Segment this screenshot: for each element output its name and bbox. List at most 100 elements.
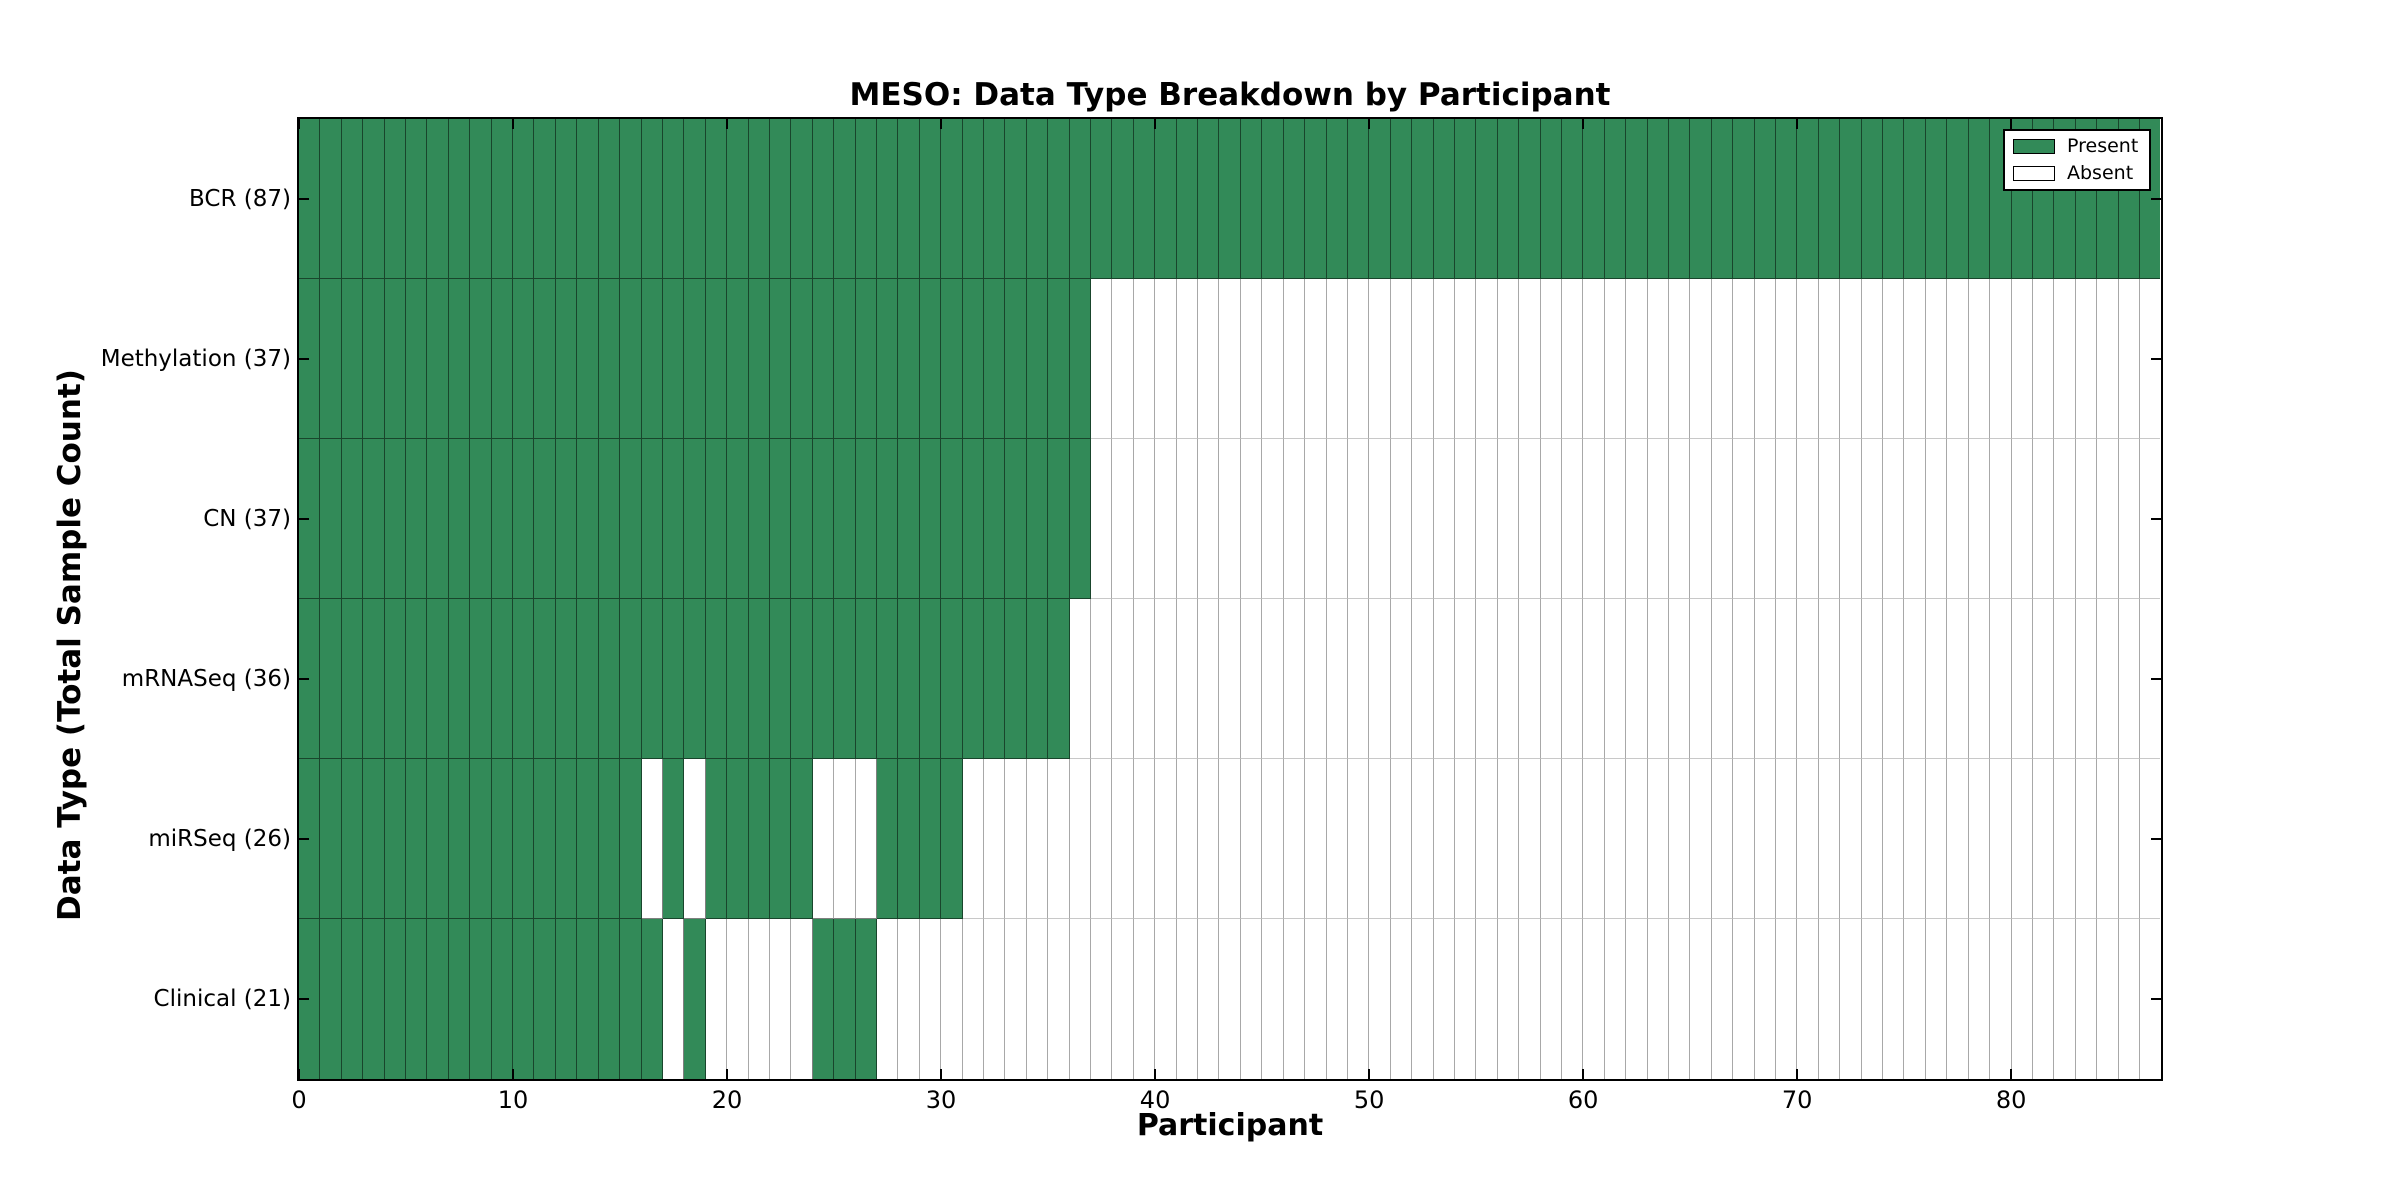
grid-cell xyxy=(363,279,385,439)
x-tick xyxy=(1368,1069,1371,1079)
grid-cell xyxy=(1369,439,1391,599)
grid-cell xyxy=(1968,919,1991,1079)
x-tick-label: 60 xyxy=(1567,1086,1599,1114)
grid-cell xyxy=(1797,119,1819,279)
y-tick xyxy=(2151,198,2161,200)
grid-cell xyxy=(641,119,663,279)
grid-cell xyxy=(1519,279,1541,439)
grid-cell xyxy=(962,599,984,759)
grid-cell xyxy=(534,759,556,919)
grid-cell xyxy=(1476,279,1498,439)
y-tick-label: BCR (87) xyxy=(189,186,291,212)
grid-cell xyxy=(363,919,385,1079)
grid-cell xyxy=(1176,279,1199,439)
grid-cell xyxy=(1155,279,1177,439)
grid-cell xyxy=(1069,279,1092,439)
grid-cell xyxy=(1840,759,1862,919)
grid-cell xyxy=(1412,919,1434,1079)
grid-cell xyxy=(384,439,407,599)
grid-cell xyxy=(2054,919,2076,1079)
grid-cell xyxy=(1968,599,1991,759)
grid-cell xyxy=(1326,439,1348,599)
grid-cell xyxy=(684,279,706,439)
grid-cell xyxy=(1990,919,2012,1079)
grid-cell xyxy=(1626,759,1648,919)
grid-cell xyxy=(384,759,407,919)
grid-cell xyxy=(2097,759,2119,919)
grid-cell xyxy=(1091,759,1113,919)
grid-cell xyxy=(705,279,728,439)
grid-cell xyxy=(470,919,492,1079)
y-tick xyxy=(299,838,309,840)
y-tick xyxy=(299,358,309,360)
grid-cell xyxy=(641,919,663,1079)
grid-cell xyxy=(791,759,813,919)
grid-cell xyxy=(341,759,364,919)
grid-cell xyxy=(662,119,685,279)
grid-cell xyxy=(1454,119,1477,279)
grid-cell xyxy=(1583,279,1605,439)
grid-cell xyxy=(1904,759,1926,919)
x-tick-label: 80 xyxy=(1995,1086,2027,1114)
grid-cell xyxy=(513,279,535,439)
grid-cell xyxy=(534,919,556,1079)
grid-cell xyxy=(727,759,749,919)
grid-cell xyxy=(1497,279,1520,439)
grid-cell xyxy=(855,439,877,599)
x-tick xyxy=(2010,119,2013,129)
grid-cell xyxy=(555,919,578,1079)
grid-cell xyxy=(1733,439,1755,599)
grid-cell xyxy=(1519,439,1541,599)
grid-cell xyxy=(1219,439,1241,599)
grid-cell xyxy=(1069,439,1092,599)
x-tick xyxy=(1796,119,1799,129)
grid-cell xyxy=(491,439,514,599)
grid-cell xyxy=(1604,759,1627,919)
grid-cell xyxy=(1711,599,1734,759)
grid-cell xyxy=(1776,439,1798,599)
grid-cell xyxy=(1133,759,1156,919)
grid-cell xyxy=(727,119,749,279)
grid-cell xyxy=(470,119,492,279)
x-tick xyxy=(298,119,300,129)
grid-cell xyxy=(1176,919,1199,1079)
grid-cell xyxy=(1947,919,1969,1079)
grid-cell xyxy=(1840,439,1862,599)
grid-cell xyxy=(1604,439,1627,599)
grid-cell xyxy=(1861,759,1884,919)
grid-cell xyxy=(748,759,770,919)
grid-cell xyxy=(1305,119,1327,279)
y-tick-label: mRNASeq (36) xyxy=(121,666,291,692)
grid-cell xyxy=(1754,599,1777,759)
grid-cell xyxy=(1347,279,1370,439)
grid-cell xyxy=(470,439,492,599)
grid-cell xyxy=(1112,439,1134,599)
y-tick-label: Clinical (21) xyxy=(153,986,291,1012)
grid-cell xyxy=(620,279,642,439)
plot-area xyxy=(297,117,2163,1081)
grid-cell xyxy=(1219,279,1241,439)
grid-cell xyxy=(919,439,942,599)
grid-cell xyxy=(1283,599,1306,759)
x-axis-title: Participant xyxy=(1136,1108,1324,1143)
grid-cell xyxy=(1026,919,1049,1079)
grid-cell xyxy=(2054,599,2076,759)
grid-cell xyxy=(448,759,471,919)
grid-cell xyxy=(1133,439,1156,599)
grid-cell xyxy=(1540,119,1562,279)
grid-cell xyxy=(1540,759,1562,919)
grid-cell xyxy=(769,599,792,759)
grid-cell xyxy=(2097,279,2119,439)
grid-cell xyxy=(1561,759,1584,919)
grid-cell xyxy=(598,599,621,759)
grid-cell xyxy=(1005,119,1027,279)
grid-cell xyxy=(1262,599,1284,759)
grid-cell xyxy=(684,119,706,279)
grid-cell xyxy=(791,279,813,439)
grid-cell xyxy=(898,439,920,599)
grid-cell xyxy=(1069,919,1092,1079)
grid-cell xyxy=(1240,919,1263,1079)
y-tick-label: CN (37) xyxy=(203,506,291,532)
grid-cell xyxy=(427,919,449,1079)
grid-cell xyxy=(1262,439,1284,599)
